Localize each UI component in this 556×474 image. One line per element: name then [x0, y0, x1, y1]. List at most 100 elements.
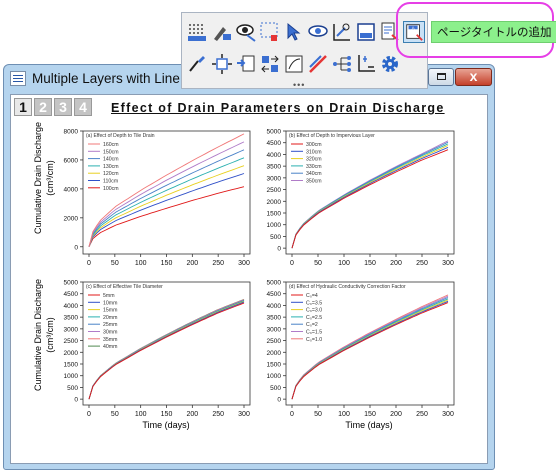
x-tick-label: 200 [390, 411, 402, 418]
x-tick-label: 250 [416, 411, 428, 418]
view-icon[interactable] [307, 21, 329, 43]
legend-entry: 40mm [103, 344, 117, 350]
restore-button[interactable] [428, 68, 454, 86]
close-button[interactable]: x [455, 68, 492, 86]
series-line [88, 157, 245, 247]
speed-mode-icon[interactable] [186, 21, 208, 43]
window-title: Multiple Layers with Line Plo [32, 71, 204, 86]
x-tick-label: 300 [238, 260, 250, 267]
window-titlebar[interactable]: Multiple Layers with Line Plo x [4, 65, 494, 94]
y-axis-label-bottom-line1: Cumulative Drain Discharge [33, 279, 43, 391]
x-tick-label: 0 [290, 411, 294, 418]
tooltip-add-page-title: ページタイトルの追加 [431, 21, 556, 43]
x-tick-label: 50 [314, 260, 322, 267]
legend-entry: 350cm [306, 179, 322, 185]
series-line [291, 302, 449, 400]
series-line [291, 145, 449, 249]
layer-tab-1[interactable]: 1 [14, 98, 32, 116]
x-tick-label: 100 [338, 411, 350, 418]
x-tick-label: 0 [87, 411, 91, 418]
y-axis-label-top-unit: (cm³/cm) [45, 160, 55, 196]
graph-toolbar: A ••• [181, 12, 428, 90]
graph-window[interactable]: Multiple Layers with Line Plo x 1 2 3 4 … [3, 64, 495, 470]
y-tick-label: 4500 [64, 291, 79, 298]
legend-entry: 15mm [103, 308, 117, 314]
draw-line-icon[interactable] [307, 53, 329, 75]
x-axis-label-right: Time (days) [345, 420, 392, 430]
graph-layers[interactable]: Cumulative Drain Discharge (cm³/cm) Cumu… [11, 95, 487, 463]
x-tick-label: 250 [212, 411, 224, 418]
merge-graph-icon[interactable] [235, 53, 257, 75]
add-page-title-icon[interactable]: A [403, 21, 425, 43]
graph-layer-2[interactable]: 0 50 100 150 200 250 3000500100015002000250030… [267, 129, 455, 268]
page-title[interactable]: Effect of Drain Parameters on Drain Disc… [111, 101, 445, 115]
legend-entry: 130cm [103, 164, 119, 170]
series-line [88, 165, 245, 247]
series-line [88, 133, 245, 247]
y-tick-label: 4000 [64, 186, 79, 193]
toolbar-grip-handle[interactable]: ••• [293, 80, 306, 90]
y-tick-label: 500 [270, 234, 281, 241]
layer-title: (c) Effect of Effective Tile Diameter [86, 284, 163, 290]
series-line [88, 173, 245, 247]
settings-gear-icon[interactable] [379, 53, 401, 75]
y-tick-label: 2500 [267, 187, 282, 194]
legend-entry: 25mm [103, 322, 117, 328]
legend-entry: 150cm [103, 149, 119, 155]
y-tick-label: 3000 [267, 326, 282, 333]
legend-entry: 10mm [103, 300, 117, 306]
x-tick-label: 200 [186, 411, 198, 418]
x-tick-label: 300 [442, 411, 454, 418]
tree-icon[interactable] [331, 53, 353, 75]
y-tick-label: 2000 [267, 199, 282, 206]
legend-entry: C₀=2.5 [306, 315, 322, 321]
axis-break-icon[interactable] [355, 53, 377, 75]
y-tick-label: 4500 [267, 140, 282, 147]
pointer-icon[interactable] [283, 21, 305, 43]
legend-entry: 310cm [306, 149, 322, 155]
svg-text:A: A [412, 25, 416, 30]
data-reader-icon[interactable] [211, 21, 233, 43]
layer-content-icon[interactable] [379, 21, 401, 43]
series-line [291, 149, 449, 249]
y-tick-label: 1000 [267, 373, 282, 380]
x-tick-label: 50 [111, 260, 119, 267]
graph-page[interactable]: 1 2 3 4 Effect of Drain Parameters on Dr… [10, 94, 488, 464]
brush-icon[interactable] [186, 53, 208, 75]
y-tick-label: 2000 [64, 215, 79, 222]
rescale-icon[interactable] [355, 21, 377, 43]
x-tick-label: 300 [238, 411, 250, 418]
y-tick-label: 4000 [64, 303, 79, 310]
x-tick-label: 150 [161, 411, 173, 418]
arrange-layers-icon[interactable] [211, 53, 233, 75]
layer-tab-3[interactable]: 3 [54, 98, 72, 116]
x-tick-label: 250 [212, 260, 224, 267]
graph-layer-1[interactable]: 0 50 100 150 200 250 300 0 2000 4000 6000 8000 (a) E… [64, 129, 251, 268]
layer-title: (a) Effect of Depth to Tile Drain [86, 133, 155, 139]
y-tick-label: 2000 [64, 350, 79, 357]
x-tick-label: 50 [111, 411, 119, 418]
layer-tab-2[interactable]: 2 [34, 98, 52, 116]
show-hide-icon[interactable] [235, 21, 257, 43]
layer-tab-4[interactable]: 4 [74, 98, 92, 116]
x-tick-label: 50 [314, 411, 322, 418]
y-tick-label: 500 [67, 385, 78, 392]
y-tick-label: 1000 [267, 222, 282, 229]
scale-in-icon[interactable] [331, 21, 353, 43]
graph-layer-3[interactable]: 0 50 100 150 200 250 3000500100015002000250030… [64, 280, 251, 419]
y-tick-label: 0 [74, 397, 78, 404]
data-selector-icon[interactable] [259, 21, 281, 43]
swap-layers-icon[interactable] [259, 53, 281, 75]
series-line [88, 149, 245, 247]
y-tick-label: 1000 [64, 373, 79, 380]
graph-window-icon [10, 71, 26, 86]
series-line [291, 146, 449, 249]
x-tick-label: 300 [442, 260, 454, 267]
add-axis-icon[interactable] [283, 53, 305, 75]
layer-frame [285, 281, 455, 406]
legend-entry: C₀=2 [306, 322, 318, 328]
legend-entry: C₀=1.0 [306, 337, 322, 343]
graph-layer-4[interactable]: 0 50 100 150 200 250 3000500100015002000250030… [267, 280, 455, 419]
layer-tabs: 1 2 3 4 [14, 98, 92, 116]
x-tick-label: 200 [186, 260, 198, 267]
